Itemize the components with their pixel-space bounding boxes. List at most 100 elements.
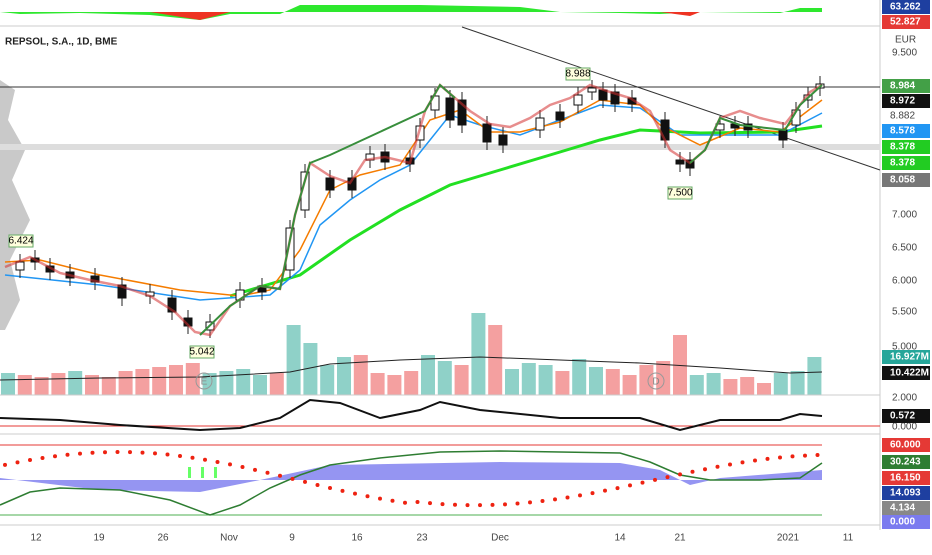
badge-label: 60.000 (890, 440, 921, 451)
volume-bar (773, 373, 788, 395)
volume-bar (337, 357, 351, 395)
rsi-dot (78, 451, 82, 456)
candle (675, 159, 685, 165)
volume-bar (706, 373, 721, 395)
signal (188, 467, 191, 478)
time-label: 16 (351, 533, 363, 544)
rsi-dot (428, 501, 432, 506)
trend-up (199, 83, 456, 336)
rsi-dot (165, 452, 170, 457)
candle (573, 94, 583, 106)
volume-bar (68, 371, 83, 395)
badge-label: 8.378 (890, 158, 915, 169)
ma-orange (4, 99, 823, 297)
volume-bar (236, 369, 251, 395)
badge-bg (882, 501, 930, 515)
callout-box (8, 234, 34, 248)
event-label: D (652, 377, 659, 388)
candle (498, 134, 508, 146)
rsi-dot (65, 452, 70, 457)
volume-bar (387, 375, 402, 395)
rsi-line (0, 450, 823, 516)
time-label: 23 (416, 533, 428, 544)
badge-bg (882, 156, 930, 170)
event-marker[interactable] (195, 372, 213, 390)
callout: 8.988 (565, 69, 590, 80)
time-label: 11 (843, 533, 854, 544)
badge-bg (882, 94, 930, 108)
rsi-dot (440, 502, 445, 507)
callout: 6.424 (8, 236, 33, 247)
badge-bg (882, 409, 930, 423)
symbol-title: REPSOL, S.A., 1D, BME (5, 37, 118, 48)
volume-bar (471, 313, 486, 395)
callout-box (565, 67, 591, 81)
rsi-dot (203, 457, 207, 462)
signal (201, 467, 204, 478)
time-axis: 12 19 26 Nov 9 16 23 Dec 14 21 2021 11 (30, 533, 853, 544)
rsi-dot (390, 498, 395, 503)
rsi-dot (590, 491, 595, 496)
candle (610, 91, 620, 105)
time-label: Nov (220, 533, 238, 544)
time-label: 19 (93, 533, 105, 544)
rsi-dot (303, 479, 307, 484)
event-label: E (201, 377, 208, 388)
currency: EUR (895, 35, 916, 46)
volume-bar (723, 379, 738, 395)
badge-bg (882, 140, 930, 154)
axis-label: 7.000 (892, 210, 917, 221)
rsi-dot (578, 493, 582, 498)
volume-bar (488, 325, 503, 395)
rsi-dot (403, 500, 407, 505)
volume-bar (639, 365, 654, 395)
axis-label: 2.000 (892, 393, 917, 404)
axis-label: 9.500 (892, 48, 917, 59)
rsi-dot (115, 450, 120, 455)
volume-bar (169, 365, 183, 395)
rsi-dot (315, 482, 320, 487)
badge-label: 8.882 (890, 111, 915, 122)
rsi-dot (815, 453, 820, 458)
rsi-dot (553, 497, 557, 502)
volume-bar (572, 359, 587, 395)
candle (285, 227, 295, 271)
time-label: Dec (491, 533, 509, 544)
rsi-dot (715, 464, 720, 469)
volume-bar (790, 371, 805, 395)
support-band (0, 144, 880, 150)
volume-bar (353, 355, 368, 395)
volume-bar (538, 365, 553, 395)
volume-bar (589, 367, 603, 395)
rsi-dot (265, 470, 270, 475)
rsi-dot (340, 488, 345, 493)
rsi-dot (740, 460, 745, 465)
rsi-dot (703, 467, 707, 472)
badge-label: 8.578 (890, 126, 915, 137)
badge-bg (882, 124, 930, 138)
axis-label: 5.000 (892, 342, 917, 353)
rsi-dot (615, 486, 620, 491)
rsi-dot (153, 451, 157, 456)
volume-ma (0, 356, 823, 381)
rsi-area (0, 462, 822, 492)
rsi-dot (565, 495, 570, 500)
signal (214, 467, 217, 478)
rsi-dot (665, 475, 670, 480)
badge-label: 30.243 (890, 457, 921, 468)
axis-label: 5.500 (892, 307, 917, 318)
volume-bar (303, 343, 318, 395)
rsi-dot (790, 454, 795, 459)
badge-label: 8.058 (890, 175, 915, 186)
candle (325, 177, 335, 191)
rsi-dot (190, 455, 195, 460)
candle (778, 129, 788, 141)
volume-bar (17, 375, 32, 395)
axis-label: 6.000 (892, 276, 917, 287)
price-callouts: 8.988 6.424 5.042 7.500 E D (8, 67, 693, 390)
event-marker[interactable] (647, 372, 665, 390)
callout: 5.042 (189, 347, 214, 358)
rsi-dot (628, 483, 632, 488)
price-badges: 63.262 52.827 8.984 8.972 8.882 8.578 8.378 8.3… (882, 0, 930, 529)
